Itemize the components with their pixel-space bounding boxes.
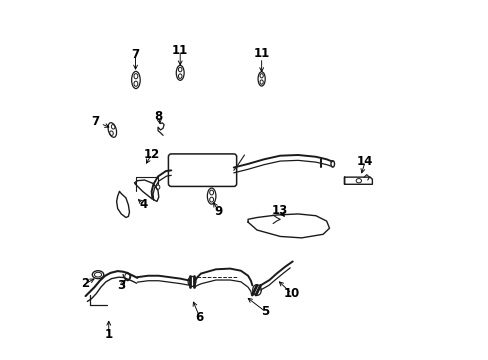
Text: 1: 1 xyxy=(104,328,113,341)
Text: 8: 8 xyxy=(154,110,163,123)
Text: 12: 12 xyxy=(143,148,160,161)
Text: 2: 2 xyxy=(81,277,89,290)
Text: 7: 7 xyxy=(91,114,99,127)
Text: 10: 10 xyxy=(283,287,299,300)
Text: 11: 11 xyxy=(172,44,188,57)
Text: 13: 13 xyxy=(271,204,287,217)
Text: 11: 11 xyxy=(253,47,269,60)
Text: 9: 9 xyxy=(214,205,223,218)
Text: 14: 14 xyxy=(356,155,373,168)
Text: 6: 6 xyxy=(195,311,203,324)
Text: 4: 4 xyxy=(140,198,147,211)
Text: 3: 3 xyxy=(117,279,125,292)
Text: 7: 7 xyxy=(131,49,140,62)
Text: 5: 5 xyxy=(261,305,269,318)
